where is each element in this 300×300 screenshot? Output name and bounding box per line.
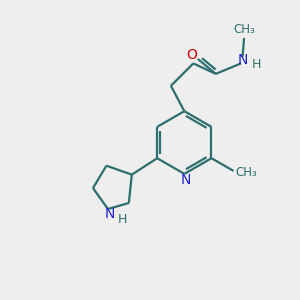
Text: CH₃: CH₃ xyxy=(233,23,255,36)
Text: CH₃: CH₃ xyxy=(235,166,257,179)
Text: N: N xyxy=(237,53,248,68)
Text: N: N xyxy=(181,173,191,188)
Text: N: N xyxy=(105,207,116,221)
Text: H: H xyxy=(118,213,128,226)
Text: H: H xyxy=(252,58,261,71)
Text: O: O xyxy=(186,48,196,62)
